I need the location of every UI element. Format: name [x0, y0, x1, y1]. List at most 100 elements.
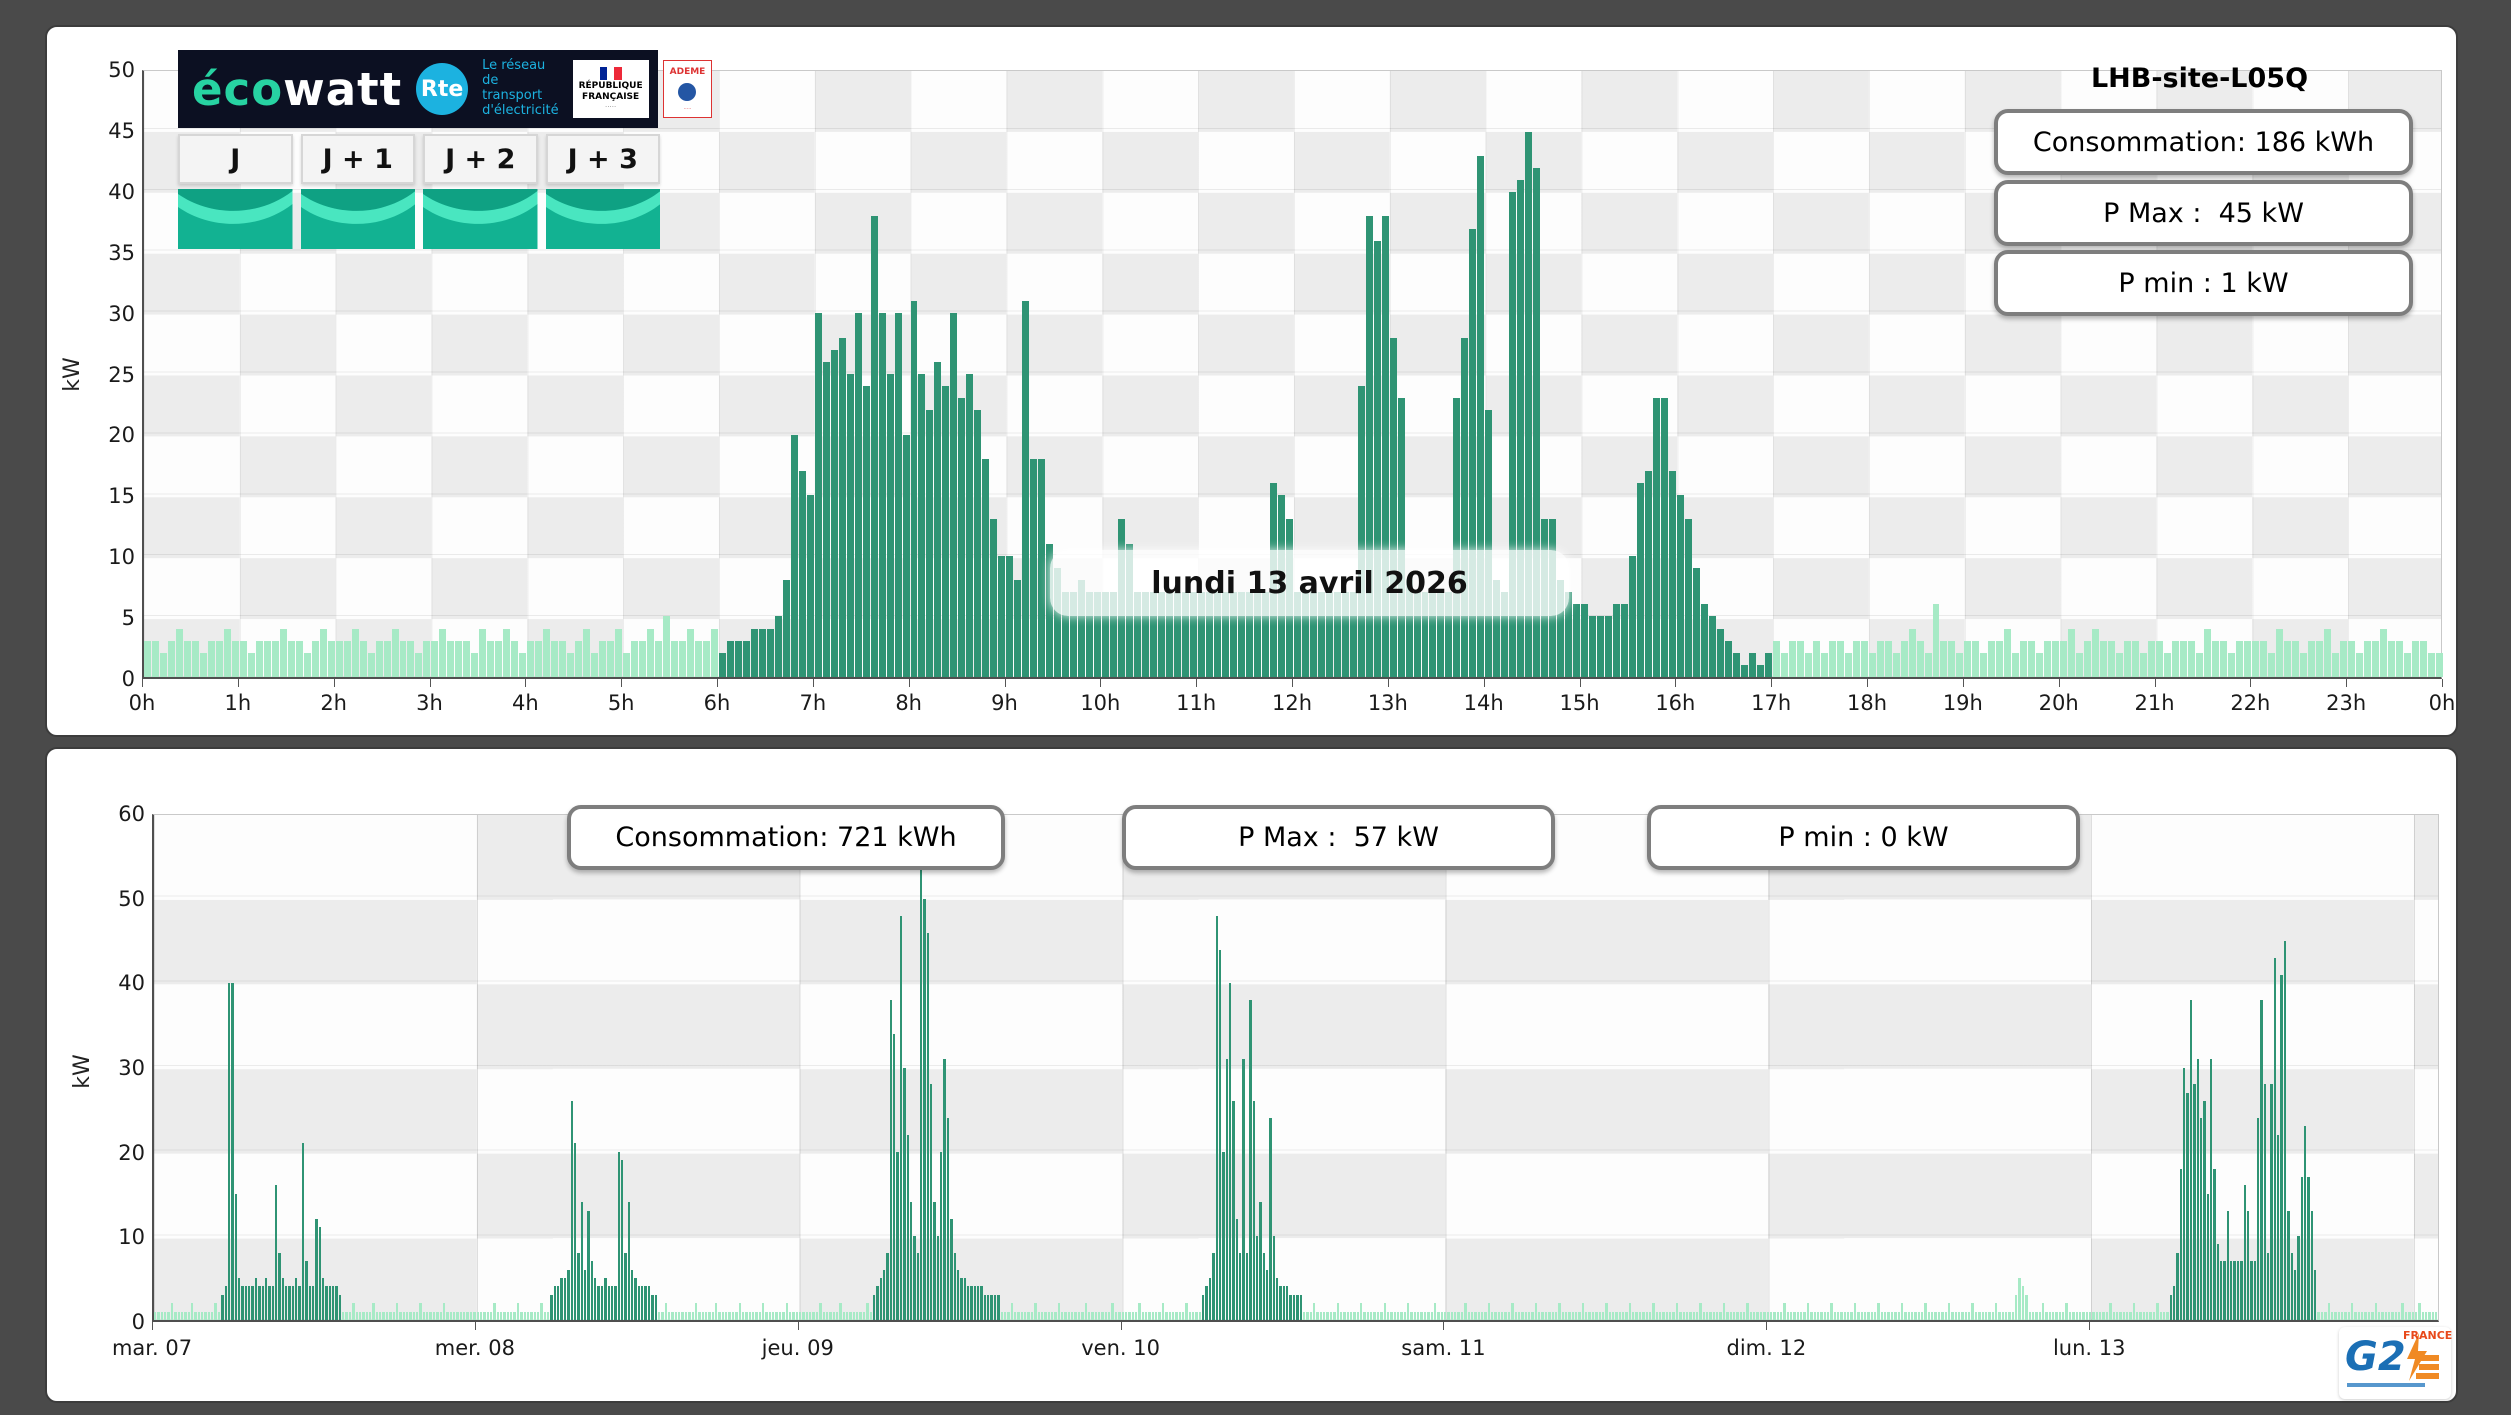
- bar: [1319, 1311, 1323, 1320]
- bar: [1491, 1311, 1494, 1320]
- bar: [533, 1311, 536, 1320]
- bar: [1662, 1311, 1665, 1320]
- bar: [1544, 1311, 1548, 1320]
- bar: [615, 628, 623, 677]
- bar: [1485, 410, 1493, 677]
- bar: [1078, 580, 1086, 677]
- bar: [1386, 1311, 1390, 1320]
- bar: [2339, 640, 2347, 677]
- bar: [2347, 1311, 2351, 1320]
- bar: [1968, 1311, 1971, 1320]
- bar: [1659, 1311, 1662, 1320]
- bar: [1804, 652, 1812, 677]
- bar: [274, 1185, 278, 1320]
- bar: [2273, 958, 2277, 1320]
- bar: [473, 1311, 476, 1320]
- y-tick-label: 20: [108, 423, 135, 448]
- bar: [1047, 1311, 1050, 1320]
- bar: [503, 628, 511, 677]
- bar: [2435, 652, 2443, 677]
- weekly-chart-panel: Consommation: 721 kWh P Max : 57 kW P mi…: [45, 747, 2458, 1403]
- x-tick-label: 7h: [799, 691, 827, 715]
- bar: [987, 1294, 990, 1320]
- bar: [536, 1311, 540, 1320]
- bar: [2391, 1311, 2394, 1320]
- bar: [1769, 1311, 1773, 1320]
- bar: [351, 628, 359, 677]
- tile-j2[interactable]: J + 2: [423, 134, 538, 249]
- bar: [2408, 1311, 2411, 1320]
- bar: [1776, 1311, 1779, 1320]
- bar: [1158, 1311, 1161, 1320]
- bar: [1573, 604, 1581, 677]
- bar: [1197, 592, 1205, 677]
- bar: [327, 640, 335, 677]
- bar: [1403, 1311, 1407, 1320]
- bar: [2001, 1311, 2005, 1320]
- bar: [395, 1303, 399, 1320]
- y-tick-label: 25: [108, 362, 135, 387]
- bar: [1003, 1311, 1007, 1320]
- bar: [459, 1311, 463, 1320]
- bar: [2304, 1126, 2307, 1320]
- bar: [1213, 592, 1221, 677]
- bar: [563, 1277, 567, 1320]
- bar: [990, 1294, 993, 1320]
- bar: [1440, 1311, 1443, 1320]
- bar: [557, 1286, 560, 1320]
- bar: [2355, 652, 2363, 677]
- bar: [1205, 1286, 1208, 1320]
- bar: [852, 1311, 856, 1320]
- bar: [2149, 1311, 2152, 1320]
- bar: [2243, 640, 2251, 677]
- bar: [2209, 1059, 2213, 1320]
- bar: [819, 1303, 822, 1320]
- tile-j[interactable]: J: [178, 134, 293, 249]
- bar: [2411, 640, 2419, 677]
- bar: [2189, 1000, 2193, 1320]
- bar: [607, 1286, 610, 1320]
- bar: [741, 1311, 745, 1320]
- bar: [591, 652, 599, 677]
- tile-j3[interactable]: J + 3: [545, 134, 660, 249]
- bar: [343, 640, 351, 677]
- tile-j1[interactable]: J + 1: [300, 134, 415, 249]
- bar: [1038, 458, 1046, 677]
- bar: [1796, 640, 1804, 677]
- bar: [1302, 1311, 1306, 1320]
- bar: [164, 1311, 167, 1320]
- bar: [1094, 592, 1102, 677]
- bar: [2152, 1311, 2156, 1320]
- bar: [1531, 1311, 1534, 1320]
- bar: [1474, 1311, 1477, 1320]
- bar: [1292, 1294, 1296, 1320]
- bar: [577, 1252, 580, 1320]
- bar: [2186, 1092, 2189, 1320]
- bar: [2004, 628, 2012, 677]
- bar: [1081, 1311, 1084, 1320]
- bar: [2012, 652, 2020, 677]
- bar: [510, 1311, 513, 1320]
- bar: [1357, 386, 1365, 677]
- bar: [2140, 652, 2148, 677]
- bar: [379, 1311, 382, 1320]
- bar: [2283, 640, 2291, 677]
- bar: [191, 640, 199, 677]
- bar: [1719, 1311, 1722, 1320]
- bar: [1514, 1311, 1517, 1320]
- bar: [2404, 1311, 2408, 1320]
- weekly-bars: [154, 815, 2438, 1320]
- bar: [520, 1311, 523, 1320]
- bar: [1954, 1311, 1957, 1320]
- bar: [1030, 1311, 1034, 1320]
- bar: [923, 899, 926, 1320]
- bar: [2310, 1210, 2314, 1320]
- bar: [946, 1118, 950, 1320]
- bar: [879, 1277, 882, 1320]
- x-tick-mark: [1962, 679, 1964, 687]
- bar: [391, 628, 399, 677]
- bar: [1010, 1303, 1013, 1320]
- x-tick-label: mer. 08: [434, 1336, 515, 1360]
- bar: [997, 1294, 1000, 1320]
- bar: [2330, 1311, 2334, 1320]
